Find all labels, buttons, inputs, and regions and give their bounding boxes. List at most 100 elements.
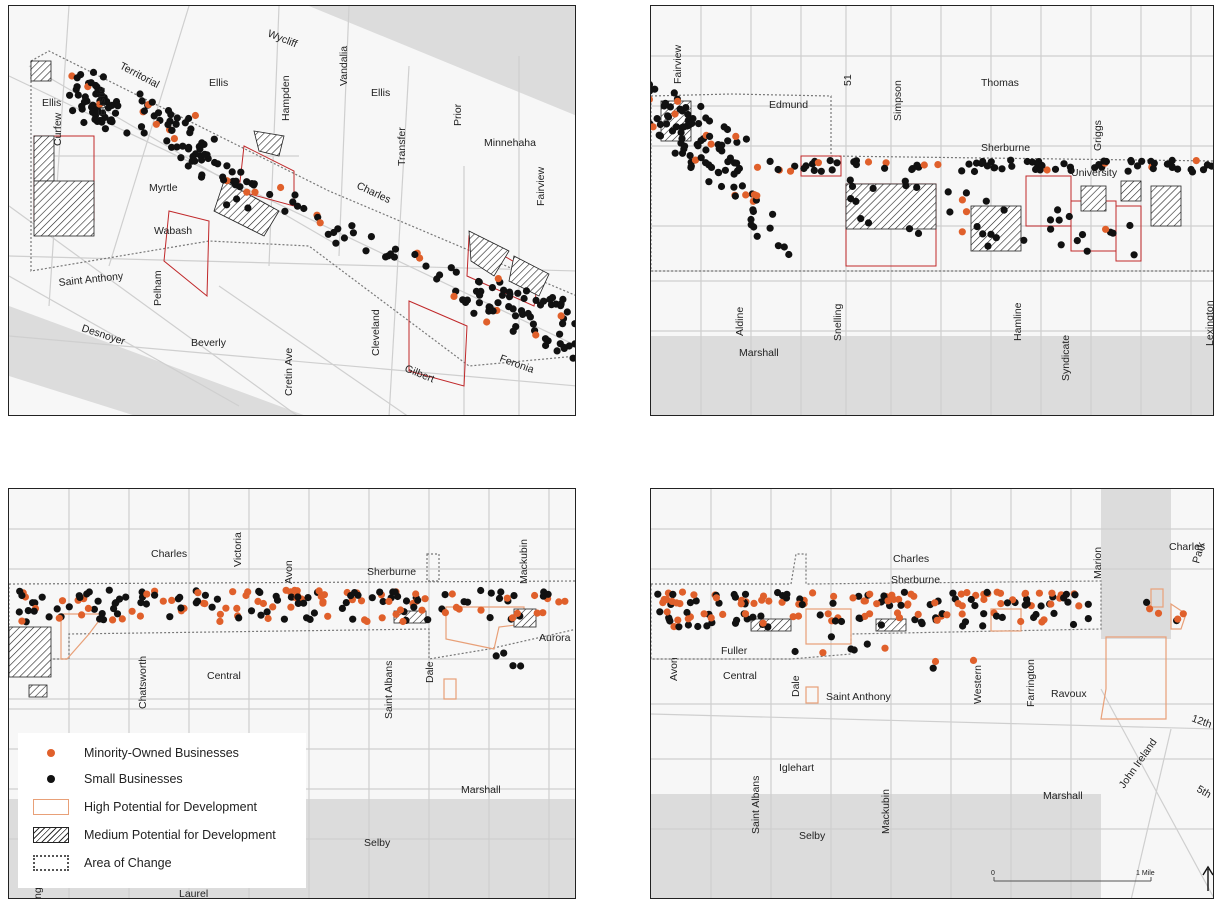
business-point	[765, 597, 773, 605]
business-point	[289, 198, 297, 206]
business-point	[148, 98, 156, 106]
business-point	[300, 204, 308, 213]
map-panel-4[interactable]: Charles Sherburne Marion Charles Park Av…	[650, 488, 1214, 899]
business-point	[526, 313, 535, 321]
business-point	[396, 606, 405, 614]
business-point	[653, 115, 661, 123]
business-point	[441, 591, 449, 599]
street-label: Avon	[283, 560, 295, 584]
business-point	[310, 609, 318, 617]
business-point	[532, 331, 540, 339]
legend-label: Minority-Owned Businesses	[84, 746, 239, 760]
business-point	[197, 173, 206, 181]
business-point	[753, 192, 761, 200]
business-point	[958, 610, 966, 618]
street-label: Sherburne	[367, 566, 416, 578]
business-point	[556, 330, 564, 338]
business-point	[324, 612, 332, 620]
street-label: Vandalia	[338, 46, 350, 86]
street-label: Thomas	[981, 77, 1019, 89]
business-point	[1154, 609, 1163, 617]
business-point	[1102, 225, 1110, 233]
business-point	[136, 90, 144, 98]
business-point	[464, 598, 472, 606]
business-point	[791, 162, 799, 170]
business-point	[738, 182, 746, 190]
business-point	[979, 622, 987, 630]
high-potential-swatch-icon	[33, 799, 69, 815]
business-point	[511, 312, 520, 320]
business-point	[980, 595, 988, 604]
business-point	[560, 343, 568, 351]
business-point	[1078, 231, 1087, 239]
business-point	[914, 229, 923, 237]
business-point	[1038, 161, 1046, 170]
street-label: Saint Albans	[750, 776, 762, 834]
business-point	[697, 102, 705, 111]
street-label: Hamline	[1012, 302, 1024, 341]
business-point	[1100, 157, 1108, 165]
business-point	[495, 594, 504, 602]
street-label: Ellis	[42, 97, 61, 109]
street-label: Pelham	[152, 270, 164, 306]
business-point	[142, 600, 150, 608]
business-point	[140, 107, 148, 115]
business-point	[758, 596, 766, 604]
business-point	[672, 123, 680, 131]
business-point	[424, 616, 432, 624]
business-point	[376, 588, 384, 596]
business-point	[1146, 605, 1154, 613]
business-point	[293, 202, 302, 210]
business-point	[75, 592, 83, 600]
business-point	[880, 592, 888, 600]
business-point	[998, 165, 1006, 173]
business-point	[695, 120, 703, 128]
business-point	[1168, 163, 1176, 171]
business-point	[830, 592, 838, 600]
business-point	[735, 164, 743, 173]
street-label: Chatsworth	[137, 656, 149, 709]
street-label: Central	[723, 670, 757, 682]
business-point	[1203, 161, 1211, 169]
business-point	[1035, 589, 1043, 597]
map-panel-1[interactable]: Wycliff Vandalia Territorial Ellis Ellis…	[8, 5, 576, 416]
business-point	[707, 140, 715, 148]
business-point	[715, 599, 723, 607]
business-point	[411, 250, 419, 259]
business-point	[557, 300, 565, 308]
business-point	[486, 614, 494, 622]
business-point	[757, 612, 765, 620]
business-point	[857, 215, 865, 223]
business-point	[987, 230, 995, 238]
street-label: Transfer	[396, 127, 408, 166]
business-point	[342, 599, 350, 607]
street-label: Avon	[668, 657, 680, 681]
business-point	[167, 111, 175, 119]
business-point	[1073, 237, 1081, 245]
business-point	[962, 189, 970, 197]
business-point	[210, 135, 218, 143]
business-point	[1065, 212, 1073, 221]
street-label: Prior	[452, 103, 464, 126]
business-point	[732, 132, 740, 140]
business-point	[944, 188, 952, 196]
business-point	[719, 610, 727, 618]
street-label: Lexington	[1204, 300, 1214, 346]
business-point	[794, 612, 803, 620]
business-point	[958, 228, 966, 236]
business-point	[913, 183, 921, 191]
business-point	[99, 98, 107, 106]
business-point	[256, 588, 264, 596]
business-point	[929, 664, 937, 672]
business-point	[109, 616, 117, 624]
business-point	[115, 595, 124, 603]
business-point	[563, 308, 571, 316]
business-point	[201, 591, 209, 599]
map-panel-2[interactable]: Fairview 51 Simpson Thomas Edmund Sherbu…	[650, 5, 1214, 416]
business-point	[421, 595, 429, 603]
business-point	[244, 588, 252, 596]
business-point	[1127, 158, 1135, 166]
business-point	[816, 611, 824, 619]
street-label: Victoria	[232, 532, 244, 567]
business-point	[671, 110, 679, 118]
